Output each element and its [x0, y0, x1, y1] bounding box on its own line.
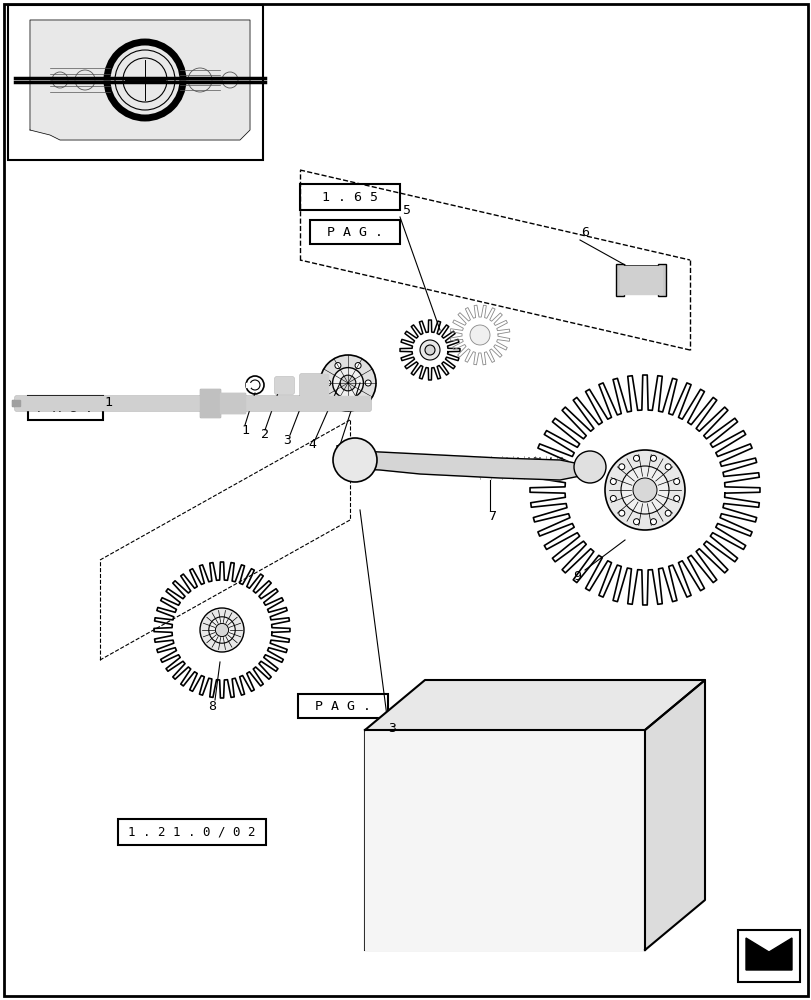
- Circle shape: [320, 355, 375, 411]
- Polygon shape: [644, 680, 704, 950]
- Text: 1: 1: [241, 424, 249, 436]
- Circle shape: [334, 397, 341, 403]
- Circle shape: [361, 472, 366, 477]
- Polygon shape: [200, 389, 220, 417]
- Text: 9: 9: [573, 570, 581, 582]
- Circle shape: [419, 340, 440, 360]
- Text: 8: 8: [208, 700, 216, 712]
- Bar: [298, 694, 388, 718]
- Circle shape: [424, 345, 435, 355]
- Circle shape: [341, 446, 368, 474]
- Text: 3: 3: [283, 434, 290, 446]
- Circle shape: [344, 443, 349, 448]
- Circle shape: [650, 455, 655, 461]
- Circle shape: [618, 510, 624, 516]
- Circle shape: [620, 466, 668, 514]
- Polygon shape: [275, 377, 293, 393]
- Text: 3: 3: [388, 721, 396, 734]
- Circle shape: [200, 608, 243, 652]
- Circle shape: [581, 459, 597, 475]
- Circle shape: [419, 825, 449, 855]
- Circle shape: [344, 472, 349, 477]
- Polygon shape: [30, 20, 250, 140]
- Polygon shape: [620, 266, 661, 294]
- Circle shape: [633, 478, 656, 502]
- Polygon shape: [365, 730, 644, 950]
- Circle shape: [208, 617, 235, 643]
- Circle shape: [340, 375, 355, 391]
- Polygon shape: [340, 450, 579, 480]
- Text: 1 . 2 1 . 0 / 0 2: 1 . 2 1 . 0 / 0 2: [128, 825, 255, 838]
- Circle shape: [633, 519, 639, 525]
- Bar: [275, 377, 293, 393]
- Bar: [394, 790, 435, 820]
- Circle shape: [610, 495, 616, 501]
- Circle shape: [664, 464, 671, 470]
- Circle shape: [610, 479, 616, 485]
- Text: 5: 5: [333, 444, 341, 456]
- Bar: [12, 400, 20, 406]
- Circle shape: [354, 397, 361, 403]
- Polygon shape: [745, 938, 791, 970]
- Circle shape: [334, 363, 341, 369]
- Bar: [299, 184, 400, 210]
- Text: P A G .: P A G .: [37, 401, 93, 414]
- Circle shape: [470, 325, 489, 345]
- Polygon shape: [12, 400, 20, 406]
- Circle shape: [335, 458, 340, 462]
- Circle shape: [573, 451, 605, 483]
- Circle shape: [673, 479, 679, 485]
- Text: 4: 4: [307, 438, 315, 452]
- Bar: [657, 264, 665, 296]
- Circle shape: [333, 438, 376, 482]
- Bar: [299, 374, 328, 396]
- Polygon shape: [15, 396, 370, 410]
- Bar: [737, 930, 799, 982]
- Bar: [28, 396, 103, 420]
- Polygon shape: [220, 393, 245, 413]
- Text: 1 . 6 5: 1 . 6 5: [322, 191, 378, 204]
- Polygon shape: [365, 680, 704, 730]
- Bar: [220, 393, 245, 413]
- Circle shape: [618, 464, 624, 470]
- Bar: [310, 220, 400, 244]
- Bar: [15, 396, 370, 410]
- Text: 6: 6: [581, 227, 588, 239]
- Circle shape: [564, 825, 594, 855]
- Text: P A G .: P A G .: [315, 700, 371, 712]
- Text: 5: 5: [401, 204, 410, 217]
- Circle shape: [664, 510, 671, 516]
- Bar: [365, 730, 644, 950]
- Text: P A G .: P A G .: [327, 226, 383, 239]
- Circle shape: [604, 450, 684, 530]
- Circle shape: [361, 443, 366, 448]
- Bar: [465, 845, 484, 865]
- Circle shape: [527, 788, 631, 892]
- Circle shape: [633, 455, 639, 461]
- Circle shape: [354, 363, 361, 369]
- Polygon shape: [299, 374, 328, 396]
- Circle shape: [538, 798, 621, 882]
- Circle shape: [348, 453, 362, 467]
- Bar: [118, 819, 266, 845]
- Circle shape: [650, 519, 655, 525]
- Circle shape: [215, 623, 229, 637]
- Bar: [620, 266, 661, 294]
- Circle shape: [673, 495, 679, 501]
- Circle shape: [365, 380, 371, 386]
- Circle shape: [333, 368, 363, 398]
- Text: 2: 2: [260, 428, 268, 442]
- Text: 1: 1: [104, 395, 112, 408]
- Bar: [8, 5, 263, 160]
- Circle shape: [400, 805, 470, 875]
- Text: 7: 7: [487, 510, 496, 522]
- Bar: [200, 389, 220, 417]
- Bar: [394, 850, 435, 880]
- Circle shape: [551, 812, 607, 868]
- Circle shape: [410, 815, 460, 865]
- Circle shape: [369, 458, 374, 462]
- Circle shape: [324, 380, 330, 386]
- Bar: [616, 264, 623, 296]
